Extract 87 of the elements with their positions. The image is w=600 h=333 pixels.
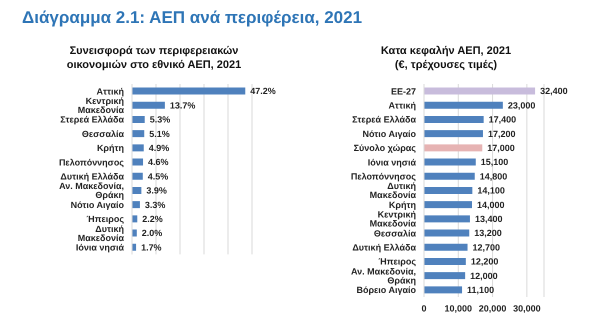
y-tick-label: Αττική [96,86,124,96]
bar [132,201,140,208]
data-label: 13,400 [474,214,502,224]
x-tick-label: 10,000 [444,303,472,314]
bar [424,116,484,123]
data-label: 17,400 [488,114,516,125]
bar [424,286,462,294]
data-label: 5.1% [149,128,170,139]
y-tick-label: Δυτική Μακεδονία [78,224,124,243]
y-tick-label: Δυτική Ελλάδα [352,242,416,252]
data-label: 14,000 [477,200,505,210]
data-label: 11,100 [467,285,494,296]
data-label: 3.9% [146,186,167,196]
y-tick-label: Θεσσαλία [82,128,124,139]
data-label: 15,100 [480,157,508,168]
y-tick-label: Θεσσαλία [374,228,416,238]
bar [424,258,466,265]
data-label: 1.7% [141,242,162,252]
data-label: 3.3% [144,200,166,210]
data-label: 13,200 [474,228,502,238]
data-label: 17,200 [488,128,516,139]
data-label: 4.9% [148,143,170,154]
bar [424,201,472,208]
data-label: 4.6% [148,157,169,168]
y-tick-label: Δυτική Ελλάδα [60,171,124,182]
bar [424,172,475,180]
bar [132,172,143,180]
data-label: 32,400 [540,86,568,96]
y-tick-label: Κρήτη [96,143,124,154]
bar [424,244,468,251]
bar [424,230,470,237]
y-tick-label: Ιόνια νησιά [368,157,416,168]
y-tick-label: Αν. Μακεδονία, Θράκη [59,181,124,200]
data-label: 12,000 [470,270,498,281]
bar [424,215,470,222]
data-label: 5.3% [150,114,170,125]
x-tick-label: 30,000 [513,303,541,314]
data-label: 47.2% [250,86,276,96]
data-label: 2.0% [142,228,162,238]
y-tick-label: Σύνολο χώρας [354,143,416,154]
y-tick-label: Αν. Μακεδονία, Θράκη [351,266,416,286]
data-label: 4.5% [148,171,168,182]
bar [424,130,483,138]
data-label: 17,000 [487,143,515,154]
y-tick-label: Αττική [388,100,416,110]
bar [132,215,138,222]
x-tick-label: 20,000 [478,303,506,314]
bar [132,130,144,138]
y-tick-label: Δυτική Μακεδονία [370,181,416,200]
y-tick-label: Νότιο Αιγαίο [362,128,416,139]
y-tick-label: Νότιο Αιγαίο [70,200,125,210]
chart-subtitle: Συνεισφορά των περιφερειακών οικονομιών στο εθνικό ΑΕΠ, 2021 [66,44,242,72]
bar [424,186,472,194]
y-tick-label: Βόρειο Αιγαίο [356,285,416,296]
bar [424,158,476,166]
y-tick-label: Στερεά Ελλάδα [60,114,124,125]
data-label: 14,100 [477,186,505,196]
data-label: 12,700 [472,242,500,252]
bar [132,186,142,194]
data-label: 14,800 [480,171,508,182]
bar [424,88,536,95]
y-tick-label: Κεντρική Μακεδονία [370,210,416,229]
y-tick-label: Ήπειρος [378,256,416,267]
bar [132,88,246,95]
y-tick-label: Πελοπόννησος [58,157,124,168]
y-tick-label: Πελοπόννησος [350,171,416,182]
bar [132,144,144,152]
y-tick-label: Στερεά Ελλάδα [352,114,416,125]
chart-title: Διάγραμμα 2.1: ΑΕΠ ανά περιφέρεια, 2021 [21,8,362,29]
data-label: 13.7% [170,100,196,110]
y-tick-label: ΕΕ-27 [390,86,416,96]
bar [424,144,482,152]
chart-title: Κατα κεφαλήν ΑΕΠ, 2021 (€, τρέχουσες τιμές) [380,44,512,72]
y-tick-label: Κεντρική Μακεδονία [78,96,124,115]
bar [132,116,145,123]
y-tick-label: Κρήτη [388,200,416,210]
x-tick-label: 0 [421,303,427,314]
bar [132,230,137,237]
data-label: 23,000 [508,100,536,110]
bar [132,102,165,109]
y-tick-label: Ιόνια νησιά [76,242,124,252]
bar [424,272,466,280]
bar [132,158,144,166]
bar [424,102,503,109]
y-tick-label: Ήπειρος [86,214,124,224]
data-label: 12,200 [470,256,498,267]
data-label: 2.2% [142,214,163,224]
